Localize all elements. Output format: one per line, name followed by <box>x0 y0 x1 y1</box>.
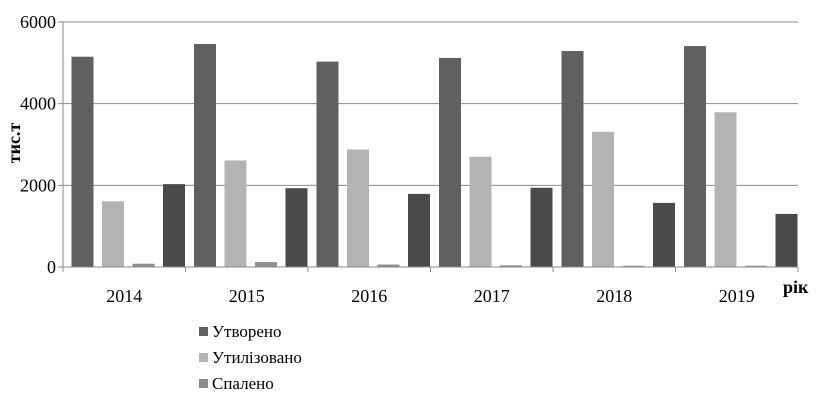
bar-series-2-2016 <box>377 264 400 267</box>
bar-series-1-2014 <box>102 201 124 267</box>
bar-series-2-2017 <box>500 265 522 267</box>
bar-series-3-2014 <box>163 184 185 267</box>
bar-series-1-2015 <box>224 160 247 267</box>
bars <box>71 44 798 268</box>
legend-swatch <box>199 379 208 388</box>
bar-series-0-2017 <box>439 57 461 267</box>
y-tick-label: 6000 <box>20 12 56 32</box>
legend: Утворено Утилізовано Спалено <box>199 322 302 393</box>
bar-series-3-2015 <box>285 188 308 267</box>
x-tick-label: 2015 <box>229 286 265 306</box>
bar-series-0-2015 <box>194 44 216 267</box>
x-tick-label: 2014 <box>106 286 142 306</box>
bar-series-0-2016 <box>316 61 339 267</box>
legend-label: Утилізовано <box>212 348 302 367</box>
bar-series-1-2017 <box>469 156 492 267</box>
bar-series-1-2018 <box>592 131 614 267</box>
axes <box>62 22 799 272</box>
x-tick-label: 2018 <box>596 286 632 306</box>
bar-series-2-2018 <box>622 265 645 267</box>
bar-series-1-2016 <box>347 149 369 267</box>
legend-swatch <box>199 327 208 336</box>
legend-label: Спалено <box>212 374 274 393</box>
legend-swatch <box>199 353 208 362</box>
bar-series-2-2019 <box>745 265 767 267</box>
y-tick-label: 0 <box>47 257 56 277</box>
bar-series-3-2018 <box>653 202 675 267</box>
y-tick-label: 4000 <box>20 94 56 114</box>
bar-series-3-2017 <box>530 187 553 267</box>
y-tick-label: 2000 <box>20 175 56 195</box>
x-tick-label: 2016 <box>351 286 387 306</box>
bar-series-3-2019 <box>775 213 798 267</box>
bar-series-2-2015 <box>255 262 277 267</box>
legend-label: Утворено <box>212 322 282 341</box>
x-tick-labels: 2014 2015 2016 2017 2018 2019 <box>106 286 755 306</box>
bar-series-0-2018 <box>561 50 584 267</box>
bar-series-1-2019 <box>714 112 737 267</box>
y-tick-labels: 0 2000 4000 6000 <box>20 12 63 277</box>
x-tick-label: 2017 <box>474 286 510 306</box>
x-tick-label: 2019 <box>719 286 755 306</box>
bar-series-2-2014 <box>132 263 155 267</box>
y-axis-label: тис.т <box>4 123 24 164</box>
bar-series-0-2014 <box>71 56 94 268</box>
bar-series-3-2016 <box>408 193 430 267</box>
x-axis-label: рік <box>783 277 809 297</box>
bar-series-0-2019 <box>684 46 706 267</box>
